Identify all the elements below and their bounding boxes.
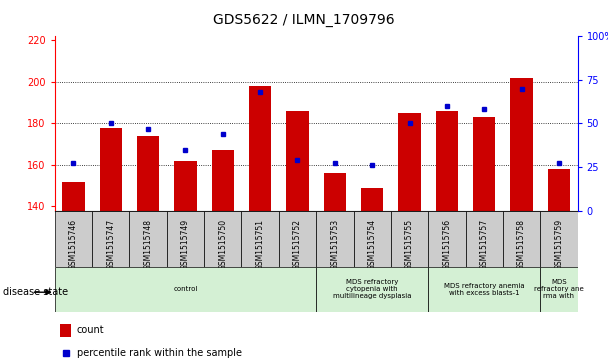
Bar xyxy=(62,182,85,211)
Bar xyxy=(361,188,384,211)
Text: GSM1515758: GSM1515758 xyxy=(517,219,526,270)
Text: MDS refractory
cytopenia with
multilineage dysplasia: MDS refractory cytopenia with multilinea… xyxy=(333,280,412,299)
Text: GSM1515751: GSM1515751 xyxy=(255,219,264,270)
Text: GSM1515748: GSM1515748 xyxy=(143,219,153,270)
Bar xyxy=(60,324,72,337)
Bar xyxy=(541,211,578,267)
Text: GSM1515747: GSM1515747 xyxy=(106,219,116,270)
Bar xyxy=(55,267,316,312)
Text: GDS5622 / ILMN_1709796: GDS5622 / ILMN_1709796 xyxy=(213,13,395,27)
Bar xyxy=(353,211,391,267)
Bar xyxy=(130,211,167,267)
Bar xyxy=(92,211,130,267)
Text: control: control xyxy=(173,286,198,293)
Bar xyxy=(241,211,279,267)
Bar xyxy=(323,173,346,211)
Bar xyxy=(137,136,159,211)
Text: GSM1515754: GSM1515754 xyxy=(368,219,377,270)
Bar xyxy=(279,211,316,267)
Text: GSM1515757: GSM1515757 xyxy=(480,219,489,270)
Text: disease state: disease state xyxy=(3,287,68,297)
Bar xyxy=(316,211,353,267)
Bar xyxy=(249,86,271,211)
Bar xyxy=(503,211,541,267)
Bar xyxy=(316,267,428,312)
Text: GSM1515753: GSM1515753 xyxy=(330,219,339,270)
Bar xyxy=(510,78,533,211)
Bar xyxy=(428,267,541,312)
Bar xyxy=(541,267,578,312)
Text: GSM1515752: GSM1515752 xyxy=(293,219,302,270)
Bar xyxy=(55,211,92,267)
Text: percentile rank within the sample: percentile rank within the sample xyxy=(77,348,242,358)
Bar xyxy=(100,127,122,211)
Bar xyxy=(174,161,196,211)
Bar xyxy=(204,211,241,267)
Bar xyxy=(436,111,458,211)
Text: MDS refractory anemia
with excess blasts-1: MDS refractory anemia with excess blasts… xyxy=(444,283,525,296)
Bar xyxy=(167,211,204,267)
Text: GSM1515756: GSM1515756 xyxy=(443,219,451,270)
Text: GSM1515750: GSM1515750 xyxy=(218,219,227,270)
Bar xyxy=(428,211,466,267)
Bar xyxy=(398,113,421,211)
Bar xyxy=(391,211,428,267)
Bar xyxy=(466,211,503,267)
Bar xyxy=(286,111,309,211)
Text: MDS
refractory ane
rma with: MDS refractory ane rma with xyxy=(534,280,584,299)
Bar xyxy=(548,169,570,211)
Bar xyxy=(212,150,234,211)
Text: GSM1515746: GSM1515746 xyxy=(69,219,78,270)
Text: GSM1515749: GSM1515749 xyxy=(181,219,190,270)
Text: count: count xyxy=(77,326,105,335)
Text: GSM1515759: GSM1515759 xyxy=(554,219,564,270)
Text: GSM1515755: GSM1515755 xyxy=(405,219,414,270)
Bar xyxy=(473,117,496,211)
